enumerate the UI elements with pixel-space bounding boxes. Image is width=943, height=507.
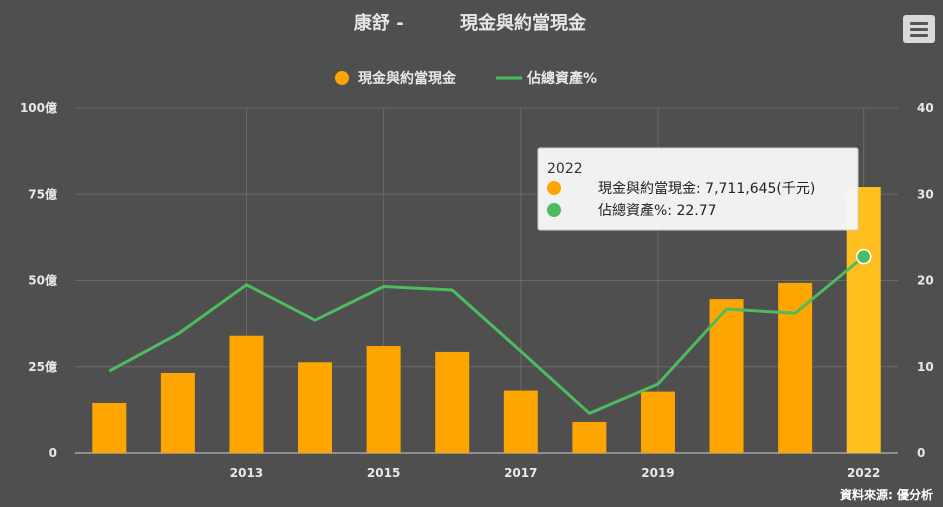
tooltip-marker bbox=[547, 181, 561, 195]
y-left-tick-label: 100億 bbox=[20, 100, 57, 115]
x-tick-label: 2015 bbox=[367, 466, 400, 480]
y-left-tick-label: 25億 bbox=[28, 359, 57, 374]
bar[interactable] bbox=[709, 299, 744, 453]
bar-series bbox=[92, 187, 881, 453]
y-right-tick-label: 10 bbox=[917, 360, 934, 374]
legend: 現金與約當現金 佔總資產% bbox=[335, 70, 597, 87]
bar[interactable] bbox=[435, 351, 470, 453]
x-tick-label: 2013 bbox=[230, 466, 263, 480]
legend-label-line[interactable]: 佔總資產% bbox=[526, 70, 597, 87]
legend-label-bar[interactable]: 現金與約當現金 bbox=[358, 70, 457, 87]
line-point-highlight[interactable] bbox=[855, 248, 872, 265]
bar[interactable] bbox=[778, 282, 813, 453]
y-right-tick-label: 0 bbox=[917, 446, 925, 460]
bar[interactable] bbox=[298, 362, 333, 453]
y-right-tick-label: 20 bbox=[917, 274, 934, 288]
tooltip-row: 現金與約當現金: 7,711,645(千元) bbox=[598, 181, 815, 197]
y-left-tick-label: 75億 bbox=[28, 186, 57, 201]
bar[interactable] bbox=[640, 391, 675, 453]
y-right-tick-label: 30 bbox=[917, 187, 934, 201]
chart-title: 康舒 - 現金與約當現金 bbox=[354, 12, 587, 34]
axes: 0 25億 50億 75億 100億 0 10 20 30 40 2013 2015 2017 2019 2… bbox=[20, 100, 934, 480]
tooltip-header: 2022 bbox=[547, 161, 583, 177]
bar[interactable] bbox=[572, 421, 607, 453]
tooltip-row: 佔總資產%: 22.77 bbox=[598, 202, 717, 219]
y-left-tick-label: 0 bbox=[49, 446, 57, 460]
tooltip-box bbox=[537, 147, 859, 231]
bar[interactable] bbox=[229, 335, 264, 453]
bar[interactable] bbox=[92, 402, 127, 453]
tooltip-marker bbox=[547, 203, 561, 217]
y-left-tick-label: 50億 bbox=[28, 273, 57, 288]
x-tick-label: 2017 bbox=[504, 466, 537, 480]
bar[interactable] bbox=[366, 346, 401, 453]
tooltip: 2022 現金與約當現金: 7,711,645(千元) 佔總資產%: 22.77 bbox=[537, 147, 859, 231]
bar[interactable] bbox=[846, 187, 881, 453]
y-right-tick-label: 40 bbox=[917, 101, 934, 115]
hamburger-menu-icon[interactable] bbox=[903, 15, 935, 43]
x-tick-label: 2022 bbox=[847, 466, 880, 480]
legend-marker-bar bbox=[335, 71, 349, 85]
x-tick-label: 2019 bbox=[641, 466, 674, 480]
bar[interactable] bbox=[503, 390, 538, 453]
bar[interactable] bbox=[160, 372, 195, 453]
line-series bbox=[108, 248, 872, 415]
source-note: 資料來源: 優分析 bbox=[840, 487, 933, 502]
line-path bbox=[108, 255, 865, 415]
